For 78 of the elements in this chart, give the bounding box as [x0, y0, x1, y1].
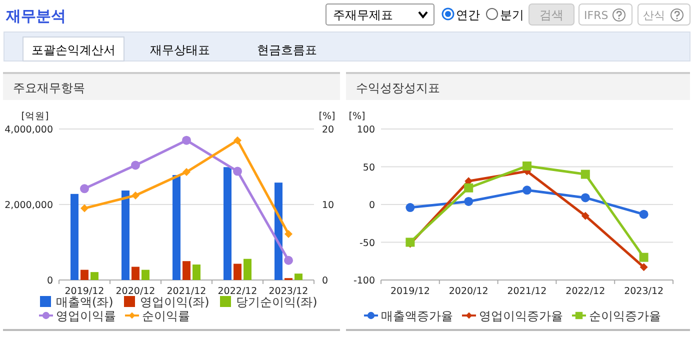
- y2-axis-title: [%]: [318, 111, 336, 122]
- y-tick-label: 100: [356, 124, 375, 136]
- point: [132, 191, 140, 200]
- chart-title: 주요재무항목: [13, 81, 85, 95]
- y-tick-label: -100: [353, 276, 375, 286]
- point: [234, 136, 242, 144]
- point: [233, 166, 242, 176]
- point: [580, 193, 590, 202]
- point: [182, 136, 191, 145]
- text: IFRS: [584, 9, 608, 22]
- point: [131, 160, 140, 170]
- point: [80, 204, 88, 212]
- legend-label: 영업이익증가율: [479, 309, 563, 323]
- x-tick-label: 2019/12: [390, 286, 430, 297]
- point: [640, 263, 648, 272]
- text: 재무상태표: [150, 43, 210, 57]
- point: [580, 170, 590, 179]
- bar: [182, 261, 190, 280]
- x-tick-label: 2022/12: [218, 286, 258, 297]
- text: 포괄손익계산서: [32, 43, 116, 57]
- x-tick-label: 2022/12: [566, 286, 606, 297]
- legend-label: 순이익증가율: [589, 309, 661, 323]
- bar: [90, 272, 98, 280]
- point: [639, 252, 648, 262]
- point: [80, 184, 89, 194]
- x-tick-label: 2020/12: [448, 286, 488, 297]
- legend-label: 당기순이익(좌): [236, 295, 318, 309]
- bar: [80, 270, 88, 280]
- text: 연간: [456, 8, 480, 22]
- bar: [192, 264, 200, 280]
- y-tick-label: 0: [46, 276, 53, 286]
- legend-label: 영업이익(좌): [140, 295, 210, 309]
- bar: [70, 194, 78, 280]
- point: [464, 183, 474, 192]
- point: [182, 168, 190, 176]
- legend-label: 매출액증가율: [381, 309, 453, 323]
- y-tick-label: 50: [362, 162, 375, 174]
- bar: [244, 258, 252, 280]
- y-tick-label: 2,000,000: [4, 200, 53, 211]
- x-tick-label: 2019/12: [64, 286, 104, 297]
- legend-label: 영업이익률: [56, 309, 116, 323]
- point: [464, 196, 474, 206]
- legend-label: 순이익률: [142, 309, 190, 323]
- legend-label: 매출액(좌): [56, 295, 114, 309]
- point: [581, 212, 590, 220]
- y-tick-label: 0: [368, 200, 375, 211]
- point: [639, 210, 648, 219]
- y-tick-label: 4,000,000: [4, 124, 53, 136]
- bar: [122, 190, 130, 280]
- y2-tick-label: 10: [322, 200, 334, 211]
- bar: [234, 264, 242, 280]
- bar: [132, 266, 140, 280]
- y2-tick-label: 0: [322, 276, 328, 286]
- bar: [294, 274, 302, 280]
- x-tick-label: 2023/12: [268, 286, 308, 297]
- bar: [172, 175, 180, 280]
- y-axis-title: [%]: [348, 111, 366, 122]
- text: 현금흐름표: [257, 43, 317, 57]
- text: 분기: [500, 8, 524, 22]
- x-tick-label: 2021/12: [507, 286, 547, 297]
- y-tick-label: -50: [359, 238, 375, 249]
- y-axis-title: [억원]: [21, 111, 49, 122]
- text: 검색: [540, 8, 564, 22]
- point: [406, 203, 415, 212]
- text: 산식: [643, 9, 665, 22]
- point: [284, 256, 293, 265]
- point: [522, 186, 532, 195]
- point: [522, 161, 532, 170]
- x-tick-label: 2021/12: [166, 286, 206, 297]
- bar: [224, 167, 232, 280]
- chart-title: 수익성장성지표: [356, 81, 440, 95]
- point: [284, 230, 292, 238]
- y2-tick-label: 20: [322, 124, 334, 136]
- text: 주재무제표: [333, 8, 393, 22]
- x-tick-label: 2023/12: [624, 286, 664, 297]
- x-tick-label: 2020/12: [116, 286, 156, 297]
- bar: [142, 270, 150, 280]
- text: 재무분석: [5, 7, 66, 25]
